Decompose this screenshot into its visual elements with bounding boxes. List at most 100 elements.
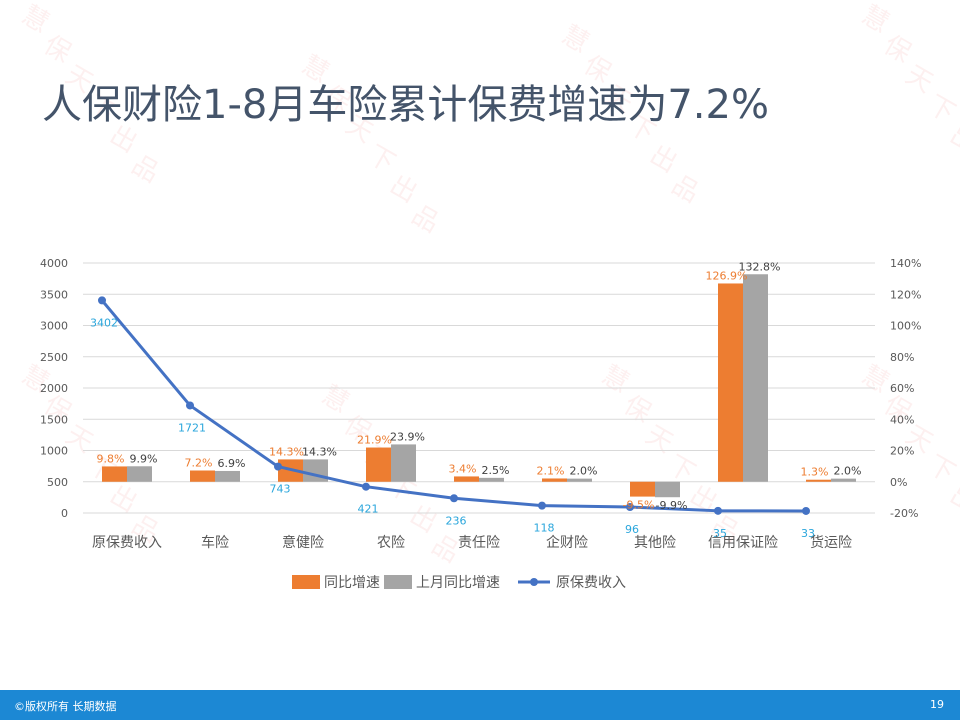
- bar-yoy-label: 3.4%: [449, 462, 477, 475]
- bar-prev-label: 2.5%: [482, 464, 510, 477]
- legend: 同比增速 上月同比增速 原保费收入: [292, 575, 626, 591]
- bar-yoy: [454, 476, 479, 482]
- category-axis: 原保费收入 车险 意健险 农险 责任险 企财险 其他险 信用保证险 货运险: [92, 534, 852, 551]
- left-axis: 0 500 1000 1500 2000 2500 3000 3500 4000: [40, 257, 68, 520]
- bar-yoy-label: 2.1%: [537, 464, 565, 477]
- left-tick-label: 3000: [40, 320, 68, 333]
- premium-point: [802, 506, 810, 515]
- bar-yoy-label: 7.2%: [185, 457, 213, 470]
- right-axis: -20% 0% 20% 40% 60% 80% 100% 120% 140%: [890, 257, 921, 520]
- bar-prev-label: -9.9%: [656, 499, 688, 512]
- watermark-char: 出: [385, 170, 423, 209]
- premium-point: [98, 296, 106, 305]
- watermark-char: 出: [405, 500, 443, 539]
- left-tick-label: 500: [47, 476, 68, 489]
- copyright-text: ©版权所有 长期数据: [14, 700, 117, 713]
- premium-point: [538, 501, 546, 510]
- watermark-char: 品: [407, 200, 445, 239]
- category-label: 意健险: [282, 534, 324, 551]
- watermark-char: 下: [923, 450, 960, 489]
- legend-marker: [530, 578, 538, 586]
- legend-label: 原保费收入: [556, 575, 626, 591]
- premium-label: 33: [801, 527, 815, 540]
- watermark-char: 慧: [857, 360, 895, 399]
- watermark-char: 下: [363, 140, 401, 179]
- watermark-char: 慧: [857, 0, 895, 39]
- bar-prev-month: [127, 466, 152, 482]
- premium-label: 3402: [90, 316, 118, 329]
- bar-prev-label: 6.9%: [218, 457, 246, 470]
- premium-label: 35: [713, 527, 727, 540]
- left-tick-label: 0: [61, 507, 68, 520]
- watermark-char: 慧: [317, 380, 355, 419]
- page-title: 人保财险1-8月车险累计保费增速为7.2%: [42, 82, 769, 128]
- bar-yoy: [542, 478, 567, 482]
- footer-bar: ©版权所有 长期数据 19: [0, 690, 960, 720]
- bar-yoy: [806, 479, 831, 482]
- bar-prev-month: [215, 470, 240, 482]
- page-number: 19: [930, 698, 944, 711]
- watermark-char: 品: [667, 170, 705, 209]
- category-label: 车险: [201, 534, 229, 551]
- watermark-char: 慧: [17, 0, 55, 39]
- bar-yoy-label: 1.3%: [801, 466, 829, 479]
- bar-prev-label: 23.9%: [390, 430, 425, 443]
- right-tick-label: 100%: [890, 320, 921, 333]
- premium-point: [714, 506, 722, 515]
- right-tick-label: 60%: [890, 382, 914, 395]
- watermark-char: 品: [127, 150, 165, 189]
- bar-yoy: [102, 466, 127, 482]
- legend-label: 同比增速: [324, 575, 380, 591]
- bar-prev-label: 14.3%: [302, 445, 337, 458]
- bar-yoy: [190, 470, 215, 482]
- bar-prev-label: 132.8%: [739, 260, 781, 273]
- bar-yoy-label: -9.5%: [623, 499, 655, 512]
- bar-prev-label: 2.0%: [834, 465, 862, 478]
- category-label: 农险: [377, 535, 405, 551]
- category-label: 其他险: [634, 535, 676, 551]
- watermark-char: 保: [39, 30, 77, 69]
- premium-label: 96: [625, 523, 639, 536]
- left-tick-label: 4000: [40, 257, 68, 270]
- category-label: 信用保证险: [708, 535, 778, 551]
- right-tick-label: 120%: [890, 288, 921, 301]
- right-tick-label: 20%: [890, 445, 914, 458]
- bar-yoy-label: 9.8%: [97, 452, 125, 465]
- bar-prev-label: 9.9%: [130, 452, 158, 465]
- bar-yoy-label: 21.9%: [357, 434, 392, 447]
- bar-yoy: [718, 283, 743, 482]
- left-tick-label: 2000: [40, 382, 68, 395]
- category-label: 企财险: [546, 534, 588, 551]
- watermark-char: 出: [645, 140, 683, 179]
- legend-swatch: [384, 575, 412, 589]
- legend-label: 上月同比增速: [416, 575, 500, 591]
- premium-label: 236: [446, 514, 467, 527]
- left-tick-label: 3500: [40, 288, 68, 301]
- watermark-char: 下: [923, 90, 960, 129]
- bar-yoy: [630, 481, 655, 497]
- watermark-char: 保: [879, 30, 917, 69]
- bar-prev-month: [479, 477, 504, 482]
- bar-yoy: [366, 447, 391, 482]
- bar-prev-month: [743, 274, 768, 482]
- category-label: 原保费收入: [92, 535, 162, 551]
- left-tick-label: 2500: [40, 351, 68, 364]
- watermark-char: 保: [619, 390, 657, 429]
- watermark-char: 慧: [597, 360, 635, 399]
- premium-point: [274, 462, 282, 471]
- bar-prev-label: 2.0%: [570, 465, 598, 478]
- watermark-char: 天: [641, 420, 679, 459]
- right-tick-label: 40%: [890, 413, 914, 426]
- premium-label: 421: [358, 503, 379, 516]
- premium-label: 1721: [178, 421, 206, 434]
- bar-yoy-label: 14.3%: [269, 445, 304, 458]
- right-tick-label: 80%: [890, 351, 914, 364]
- premium-point: [362, 482, 370, 491]
- line-series: [98, 296, 810, 515]
- left-tick-label: 1500: [40, 413, 68, 426]
- bar-yoy-label: 126.9%: [706, 269, 748, 282]
- right-tick-label: 0%: [890, 476, 907, 489]
- right-tick-label: -20%: [890, 507, 918, 520]
- premium-label: 743: [270, 483, 291, 496]
